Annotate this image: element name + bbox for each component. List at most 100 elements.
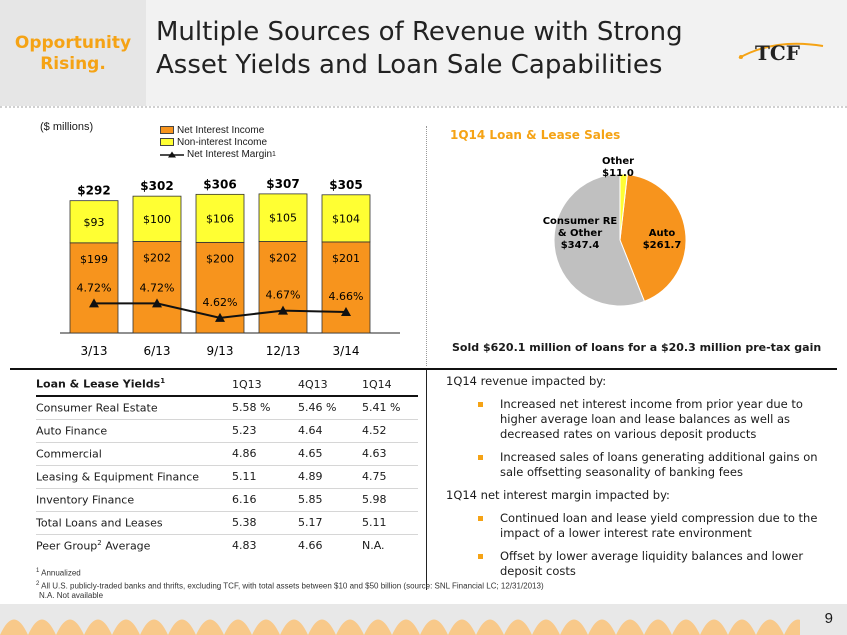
table-row: Peer Group2 Average 4.83 4.66 N.A. <box>36 534 418 557</box>
list-item: Offset by lower average liquidity balanc… <box>446 549 836 579</box>
pie-label-text: Consumer RE <box>543 216 618 227</box>
margin-point <box>152 298 162 308</box>
table-cell-label: Leasing & Equipment Finance <box>36 465 232 489</box>
loan-lease-yields-table: Loan & Lease Yields1 1Q13 4Q13 1Q14 Cons… <box>36 373 418 557</box>
table-cell-label: Inventory Finance <box>36 488 232 512</box>
commentary-panel: 1Q14 revenue impacted by: Increased net … <box>446 374 836 587</box>
margin-data-label: 4.72% <box>77 281 112 294</box>
table-cell-value: 6.16 <box>232 488 298 512</box>
table-cell-value: 4.89 <box>298 465 362 489</box>
header-divider <box>0 106 847 116</box>
revenue-bullet-list: Increased net interest income from prior… <box>446 397 836 480</box>
loan-sales-pie-chart: Auto$261.7 Consumer RE& Other$347.4 Other$… <box>543 156 687 307</box>
pie-label-text: $261.7 <box>643 240 682 251</box>
table-header-label: Loan & Lease Yields1 <box>36 373 232 397</box>
margin-data-label: 4.67% <box>266 289 301 302</box>
pie-label-text: & Other <box>558 228 602 239</box>
list-item: Increased net interest income from prior… <box>446 397 836 442</box>
data-label-non-interest: $104 <box>332 212 360 225</box>
table-cell-value: 5.58 % <box>232 396 298 420</box>
legend-swatch-yellow <box>160 138 174 146</box>
table-cell-value: 5.11 <box>232 465 298 489</box>
pie-slice <box>553 173 646 307</box>
bar-non-interest-income <box>69 200 119 244</box>
table-cell-value: 5.98 <box>362 488 418 512</box>
pie-label-text: $11.0 <box>602 168 634 179</box>
page-title-line-1: Multiple Sources of Revenue with Strong <box>156 17 683 47</box>
table-cell-value: 5.38 <box>232 511 298 535</box>
table-header-1q14: 1Q14 <box>362 373 418 397</box>
pie-label-text: Other <box>602 156 634 167</box>
table-cell-value: 4.86 <box>232 442 298 466</box>
pie-label-text: Auto <box>649 228 676 239</box>
page-title-line-2: Asset Yields and Loan Sale Capabilities <box>156 50 663 80</box>
table-cell-value: 4.75 <box>362 465 418 489</box>
margin-point <box>278 305 288 315</box>
table-row: Auto Finance 5.23 4.64 4.52 <box>36 419 418 443</box>
bar-non-interest-income <box>321 194 371 243</box>
table-header-1q13: 1Q13 <box>232 373 298 397</box>
x-tick-label: 3/13 <box>81 344 108 358</box>
table-cell-value: 4.65 <box>298 442 362 466</box>
table-cell-label: Auto Finance <box>36 419 232 443</box>
bar-non-interest-income <box>258 193 308 242</box>
section-divider <box>10 368 837 370</box>
table-row: Leasing & Equipment Finance 5.11 4.89 4.75 <box>36 465 418 489</box>
data-label-non-interest: $93 <box>84 216 105 229</box>
footer-band <box>0 604 847 635</box>
bottom-vertical-divider <box>426 370 427 590</box>
list-item: Increased sales of loans generating addi… <box>446 450 836 480</box>
table-cell-value: N.A. <box>362 539 385 553</box>
top-vertical-divider <box>426 126 427 366</box>
pie-slice <box>619 173 628 241</box>
footer-pattern-icon <box>0 604 800 635</box>
footnote-2: 2 All U.S. publicly-traded banks and thr… <box>36 580 544 591</box>
table-header-row: Loan & Lease Yields1 1Q13 4Q13 1Q14 <box>36 373 418 397</box>
table-cell-value: 5.17 <box>298 511 362 535</box>
bar-non-interest-income <box>132 195 182 242</box>
revenue-bar-chart: $199 $93 $292 3/13 $202 $100 $302 6/13 $200 $106 $… <box>60 177 400 358</box>
table-cell-value: 5.23 <box>232 419 298 443</box>
legend-item-net-interest-margin: Net Interest Margin 1 <box>160 148 276 160</box>
table-cell-value: 4.64 <box>298 419 362 443</box>
tagline-panel <box>0 0 146 106</box>
legend-label: Non-interest Income <box>177 136 268 148</box>
chart-legend: Net Interest Income Non-interest Income … <box>160 124 276 160</box>
margin-data-label: 4.62% <box>203 296 238 309</box>
pie-chart-caption: Sold $620.1 million of loans for a $20.3… <box>452 341 822 354</box>
pie-label: Consumer RE& Other$347.4 <box>543 216 618 251</box>
triangle-line-icon <box>160 151 184 158</box>
table-cell-value: 5.11 <box>362 511 418 535</box>
tagline: Opportunity Rising. <box>4 33 142 75</box>
margin-point <box>215 312 225 322</box>
legend-item-non-interest-income: Non-interest Income <box>160 136 276 148</box>
pie-chart-title: 1Q14 Loan & Lease Sales <box>450 128 621 142</box>
bar-net-interest-income <box>258 241 308 334</box>
footnote-1: 1 Annualized <box>36 568 81 578</box>
logo-text: TCF <box>755 41 800 65</box>
x-tick-label: 9/13 <box>207 344 234 358</box>
data-label-non-interest: $100 <box>143 213 171 226</box>
data-label-total: $307 <box>266 177 299 191</box>
table-cell-value: 4.63 <box>362 442 418 466</box>
pie-label: Other$11.0 <box>602 156 634 179</box>
bar-non-interest-income <box>195 193 245 243</box>
table-row: Commercial 4.86 4.65 4.63 <box>36 442 418 466</box>
commentary-heading-revenue: 1Q14 revenue impacted by: <box>446 374 607 388</box>
legend-superscript: 1 <box>272 150 276 158</box>
logo-star-icon <box>739 55 743 59</box>
tcf-logo: TCF <box>738 41 824 65</box>
margin-point <box>341 307 351 317</box>
data-label-nii: $200 <box>206 252 234 265</box>
legend-item-net-interest-income: Net Interest Income <box>160 124 276 136</box>
commentary-heading-margin: 1Q14 net interest margin impacted by: <box>446 488 670 502</box>
logo-swoosh-icon <box>738 42 824 59</box>
data-label-non-interest: $106 <box>206 212 234 225</box>
x-tick-label: 3/14 <box>333 344 360 358</box>
table-cell-label: Peer Group2 Average <box>36 538 151 553</box>
table-cell-value: 4.83 <box>232 539 257 553</box>
page-title: Multiple Sources of Revenue with Strong … <box>156 16 716 82</box>
margin-bullet-list: Continued loan and lease yield compressi… <box>446 511 836 579</box>
table-row: Inventory Finance 6.16 5.85 5.98 <box>36 488 418 512</box>
tagline-line-2: Rising. <box>40 54 106 74</box>
